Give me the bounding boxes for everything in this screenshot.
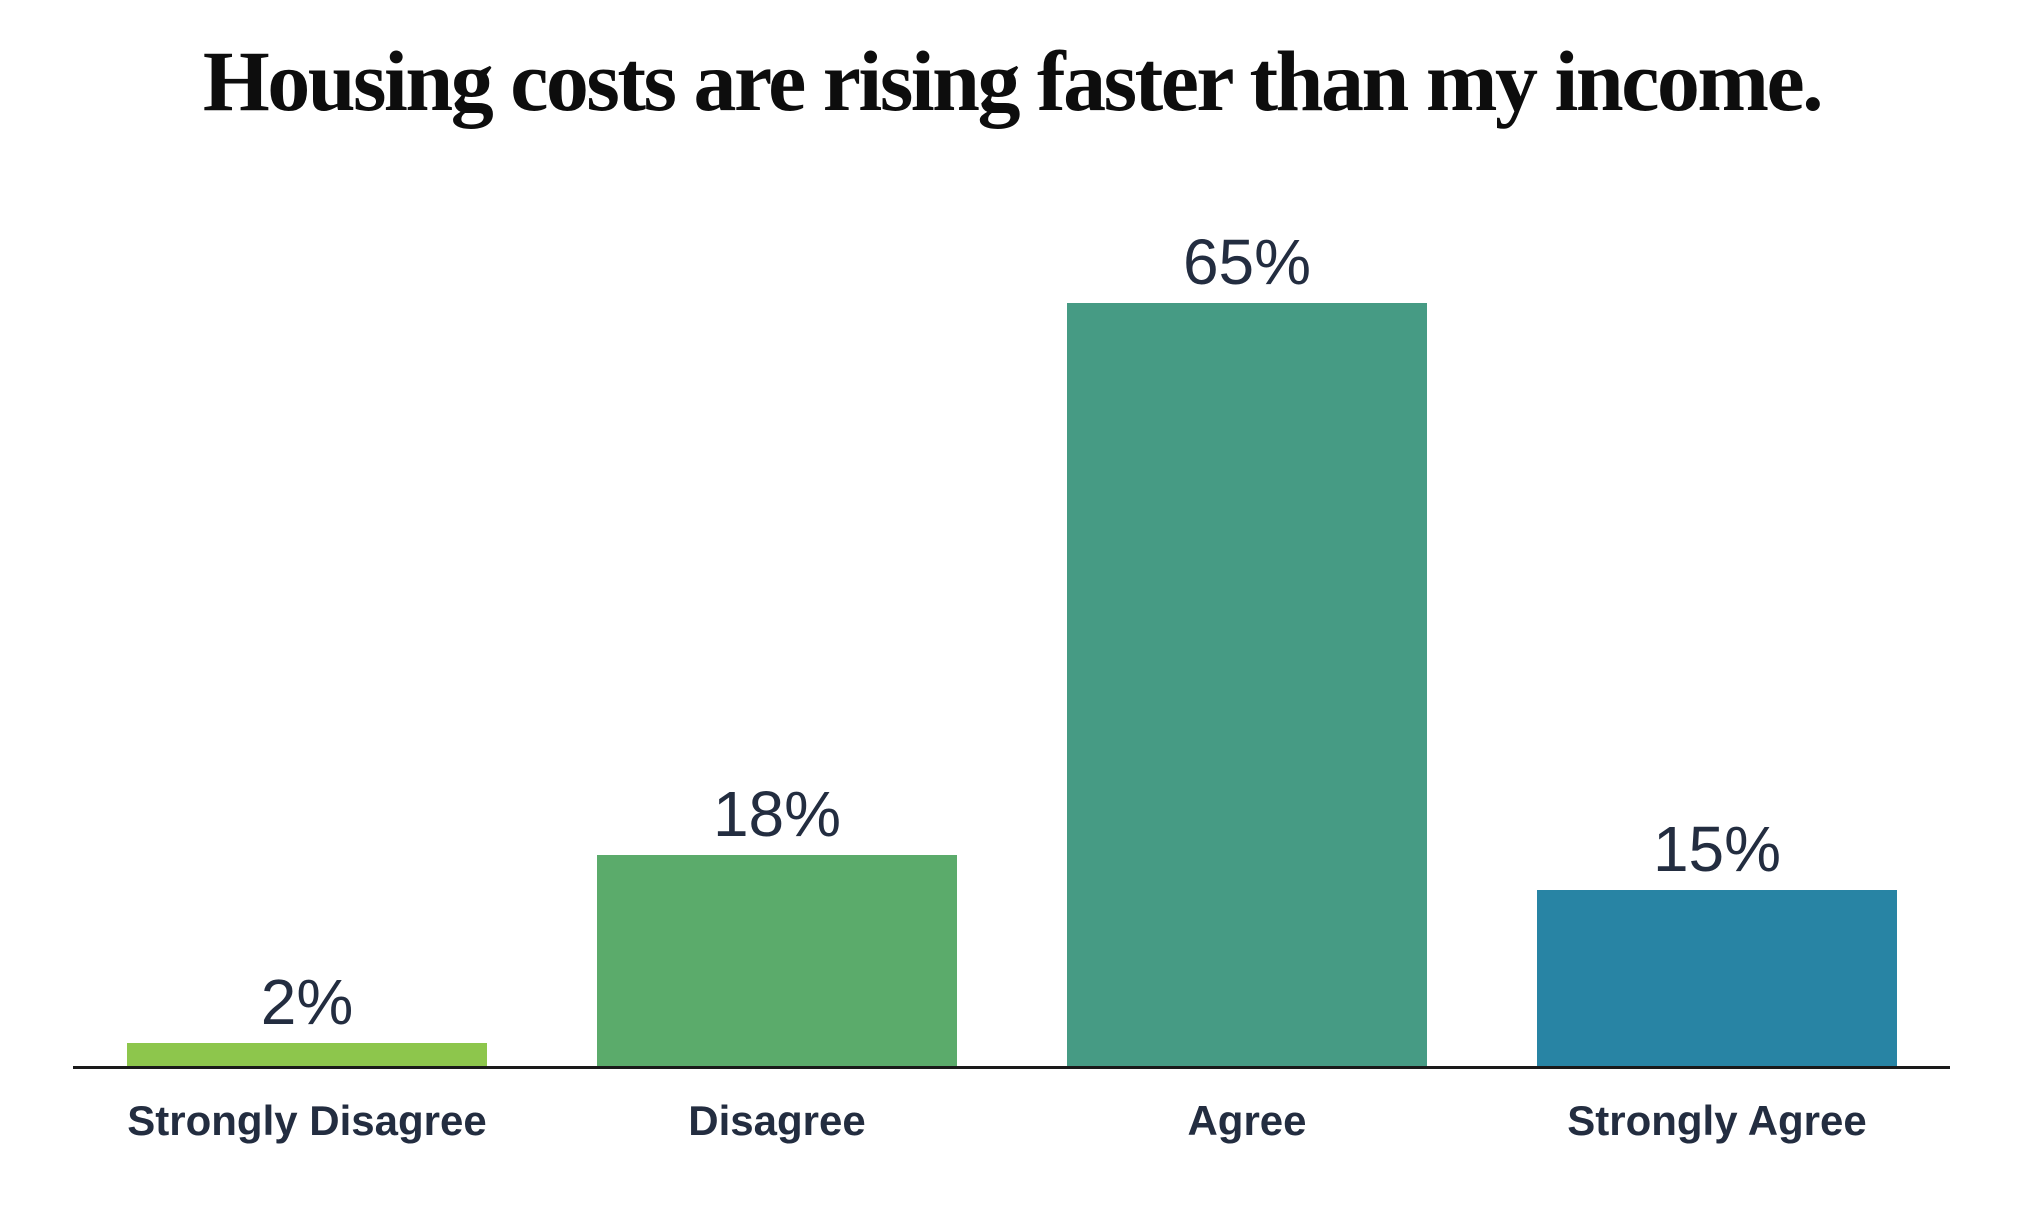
bar-agree [1067,303,1427,1066]
bar-disagree [597,855,957,1066]
chart-title: Housing costs are rising faster than my … [202,33,1824,129]
bar-group: 15% [1537,817,1897,1066]
bar-value-label: 65% [1182,226,1312,298]
category-label-strongly-agree: Strongly Agree [1567,1097,1867,1144]
bar-strongly-disagree [127,1043,487,1066]
bars-row: 2% 18% 65% 15% [0,230,2024,1066]
category-label-agree: Agree [1187,1097,1307,1144]
category-labels-row: Strongly Disagree Disagree Agree Strongl… [0,1096,2024,1146]
bar-value-label: 2% [260,966,354,1038]
bar-group: 18% [597,782,957,1066]
category-label-strongly-disagree: Strongly Disagree [127,1097,487,1144]
bar-strongly-agree [1537,890,1897,1066]
bar-value-label: 15% [1652,813,1782,885]
bar-group: 65% [1067,230,1427,1066]
x-axis-line [73,1066,1950,1069]
category-label-disagree: Disagree [688,1097,866,1144]
bar-group: 2% [127,970,487,1066]
bar-value-label: 18% [712,778,842,850]
